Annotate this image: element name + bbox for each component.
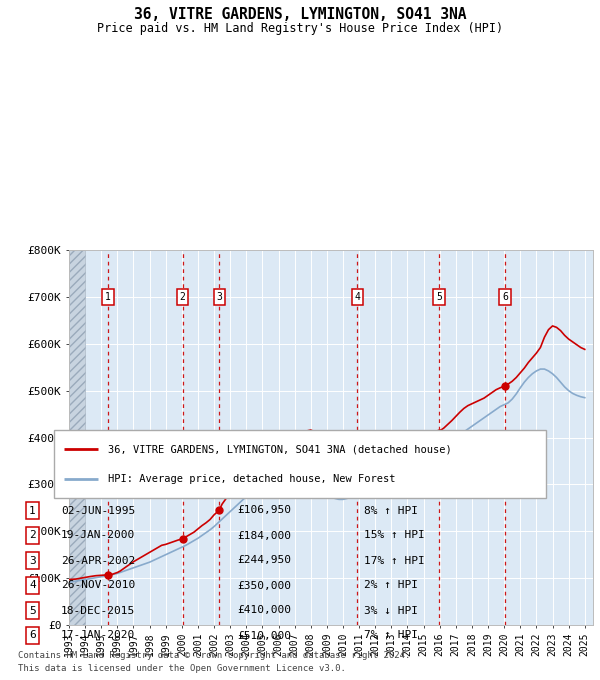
Bar bbox=[69, 250, 85, 625]
Text: 7% ↑ HPI: 7% ↑ HPI bbox=[364, 630, 418, 641]
Text: 6: 6 bbox=[502, 292, 508, 302]
Text: 4: 4 bbox=[29, 581, 36, 590]
Text: 6: 6 bbox=[29, 630, 36, 641]
Text: 2: 2 bbox=[29, 530, 36, 541]
Text: 1: 1 bbox=[105, 292, 111, 302]
Text: 26-NOV-2010: 26-NOV-2010 bbox=[61, 581, 136, 590]
Text: 15% ↑ HPI: 15% ↑ HPI bbox=[364, 530, 424, 541]
Text: 36, VITRE GARDENS, LYMINGTON, SO41 3NA: 36, VITRE GARDENS, LYMINGTON, SO41 3NA bbox=[134, 7, 466, 22]
Text: Contains HM Land Registry data © Crown copyright and database right 2024.: Contains HM Land Registry data © Crown c… bbox=[18, 651, 410, 660]
Text: 17% ↑ HPI: 17% ↑ HPI bbox=[364, 556, 424, 566]
Text: 5: 5 bbox=[436, 292, 442, 302]
Text: 2% ↑ HPI: 2% ↑ HPI bbox=[364, 581, 418, 590]
Text: 5: 5 bbox=[29, 605, 36, 615]
Text: 8% ↑ HPI: 8% ↑ HPI bbox=[364, 505, 418, 515]
Text: 2: 2 bbox=[179, 292, 185, 302]
FancyBboxPatch shape bbox=[54, 430, 546, 498]
Text: HPI: Average price, detached house, New Forest: HPI: Average price, detached house, New … bbox=[108, 474, 395, 484]
Text: 3: 3 bbox=[29, 556, 36, 566]
Text: £184,000: £184,000 bbox=[237, 530, 291, 541]
Text: 3% ↓ HPI: 3% ↓ HPI bbox=[364, 605, 418, 615]
Text: 17-JAN-2020: 17-JAN-2020 bbox=[61, 630, 136, 641]
Text: 36, VITRE GARDENS, LYMINGTON, SO41 3NA (detached house): 36, VITRE GARDENS, LYMINGTON, SO41 3NA (… bbox=[108, 444, 452, 454]
Text: Price paid vs. HM Land Registry's House Price Index (HPI): Price paid vs. HM Land Registry's House … bbox=[97, 22, 503, 35]
Text: £106,950: £106,950 bbox=[237, 505, 291, 515]
Text: 02-JUN-1995: 02-JUN-1995 bbox=[61, 505, 136, 515]
Text: £410,000: £410,000 bbox=[237, 605, 291, 615]
Text: £350,000: £350,000 bbox=[237, 581, 291, 590]
Text: 19-JAN-2000: 19-JAN-2000 bbox=[61, 530, 136, 541]
Text: 26-APR-2002: 26-APR-2002 bbox=[61, 556, 136, 566]
Text: £510,000: £510,000 bbox=[237, 630, 291, 641]
Text: 3: 3 bbox=[216, 292, 222, 302]
Text: 1: 1 bbox=[29, 505, 36, 515]
Text: 4: 4 bbox=[355, 292, 361, 302]
Text: This data is licensed under the Open Government Licence v3.0.: This data is licensed under the Open Gov… bbox=[18, 664, 346, 673]
Text: £244,950: £244,950 bbox=[237, 556, 291, 566]
Text: 18-DEC-2015: 18-DEC-2015 bbox=[61, 605, 136, 615]
